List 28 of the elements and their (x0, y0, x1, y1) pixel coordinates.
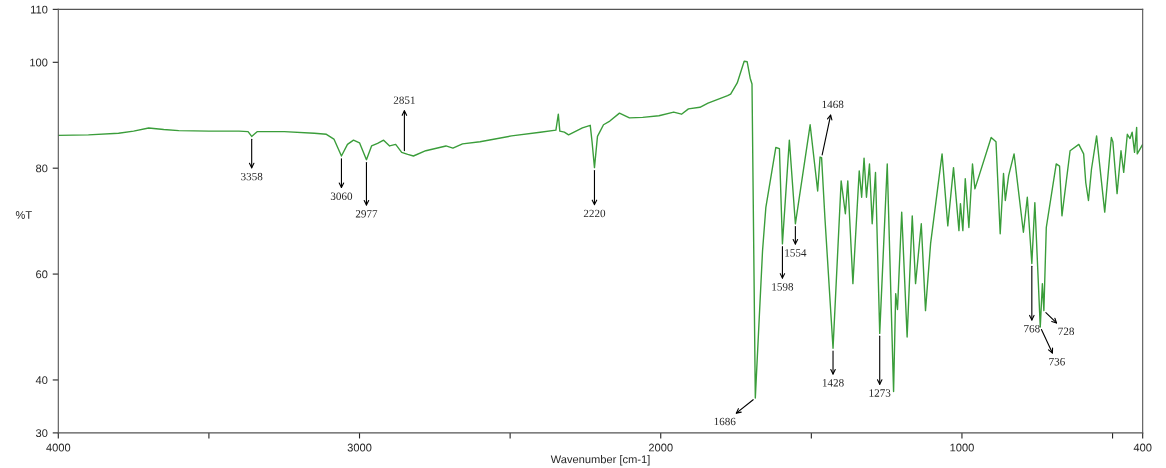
y-tick-label: 40 (35, 376, 48, 385)
annotation: 736 (1049, 357, 1065, 366)
y-tick-label: 100 (30, 58, 48, 67)
x-tick-label: 2000 (648, 443, 673, 452)
annotation: 1273 (869, 389, 891, 397)
y-axis-title: %T (15, 211, 32, 219)
y-tick-label: 60 (36, 270, 48, 279)
y-tick-label: 80 (36, 164, 48, 173)
annotation: 1554 (785, 249, 807, 257)
x-tick-label: 4000 (46, 443, 71, 452)
annotation: 3060 (330, 192, 353, 200)
annotation: 1598 (772, 283, 794, 291)
x-tick-label: 3000 (347, 443, 372, 452)
y-tick-label: 110 (31, 5, 48, 14)
annotation: 2220 (583, 209, 606, 218)
annotation: 2977 (355, 210, 378, 218)
x-tick-label: 400 (1133, 443, 1152, 452)
annotation: 728 (1058, 327, 1075, 336)
annotation: 3358 (241, 172, 263, 181)
annotation: 1468 (822, 100, 844, 109)
annotation: 1686 (714, 417, 736, 426)
x-axis-title: Wavenumber [cm-1] (550, 455, 650, 466)
annotation: 2851 (393, 96, 415, 104)
line-series (58, 60, 1143, 399)
y-tick-label: 30 (35, 429, 48, 438)
annotation: 1428 (822, 379, 844, 387)
annotation: 768 (1024, 324, 1040, 333)
x-tick-label: 1000 (950, 443, 974, 452)
